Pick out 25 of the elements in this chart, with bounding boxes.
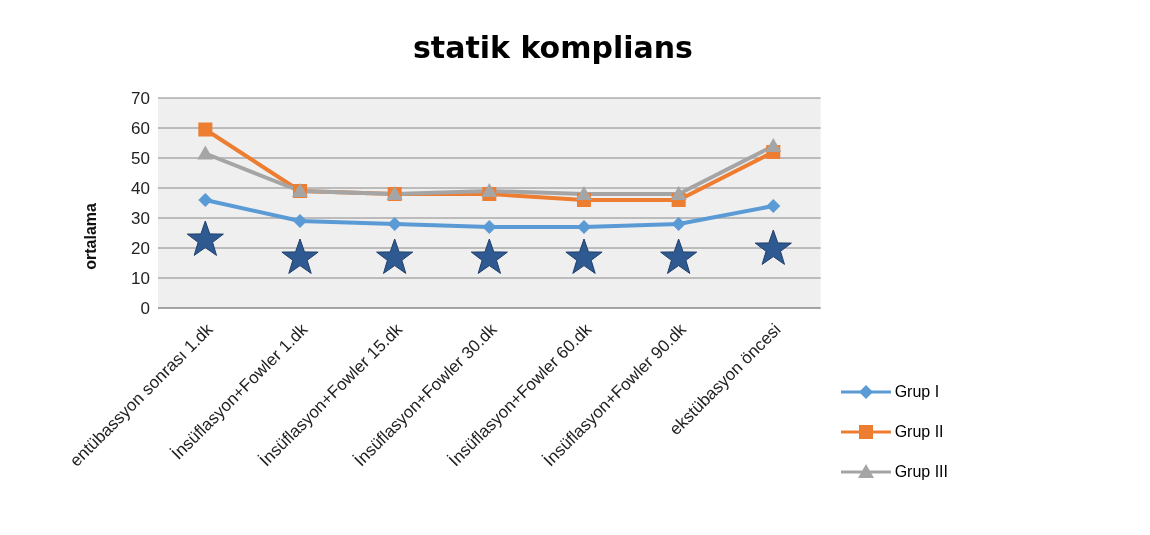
chart-title: statik komplians [412,30,694,65]
y-tick-label: 0 [140,299,150,319]
point [575,186,592,200]
point [765,138,782,152]
y-axis-title: ortalama [81,202,99,270]
legend-label: Grup II [894,423,944,441]
legend-label: Grup I [894,383,940,401]
point [198,193,213,207]
legend-label: Grup III [894,463,948,481]
point [482,220,497,234]
point [292,214,307,228]
point [197,145,214,160]
point [671,217,686,231]
y-tick-label: 60 [131,119,150,139]
y-tick-label: 10 [131,269,150,289]
point [766,199,781,213]
y-tick-label: 30 [131,209,150,229]
y-tick-label: 40 [131,179,150,199]
y-tick-label: 70 [131,89,150,109]
point [481,183,498,197]
point [670,186,687,200]
y-tick-label: 50 [131,149,150,169]
point [387,217,402,231]
point [198,122,213,137]
y-tick-label: 20 [131,239,150,259]
